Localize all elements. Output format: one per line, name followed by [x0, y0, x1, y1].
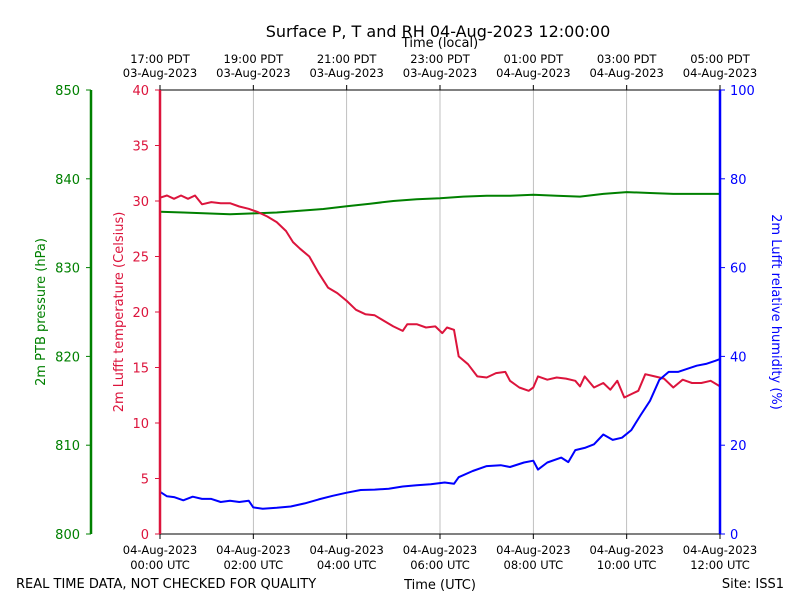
local-tick-date: 03-Aug-2023 [216, 66, 290, 80]
utc-tick-time: 06:00 UTC [410, 558, 470, 572]
utc-tick-date: 04-Aug-2023 [216, 543, 290, 557]
temperature-tick-label: 40 [132, 84, 149, 99]
temperature-tick-label: 35 [132, 140, 149, 155]
utc-tick-date: 04-Aug-2023 [496, 543, 570, 557]
local-tick-date: 03-Aug-2023 [403, 66, 477, 80]
top-axis-label: Time (local) [401, 36, 478, 51]
humidity-tick-label: 40 [730, 350, 747, 365]
local-tick-date: 04-Aug-2023 [683, 66, 757, 80]
plot-frame [89, 89, 722, 535]
utc-tick-time: 12:00 UTC [690, 558, 750, 572]
pressure-tick-label: 820 [55, 350, 80, 365]
humidity-tick-label: 80 [730, 173, 747, 188]
humidity-series-line [159, 358, 721, 510]
local-tick-time: 17:00 PDT [130, 52, 191, 66]
utc-tick-date: 04-Aug-2023 [683, 543, 757, 557]
temperature-series-line [159, 194, 721, 399]
temperature-tick-label: 30 [132, 195, 149, 210]
pressure-tick-label: 830 [55, 262, 80, 277]
pressure-tick-label: 840 [55, 173, 80, 188]
utc-tick-time: 04:00 UTC [317, 558, 377, 572]
local-tick-date: 04-Aug-2023 [589, 66, 663, 80]
temperature-tick-label: 0 [141, 528, 149, 543]
data-series [159, 191, 721, 510]
utc-tick-date: 04-Aug-2023 [309, 543, 383, 557]
utc-tick-time: 10:00 UTC [597, 558, 657, 572]
humidity-tick-label: 20 [730, 439, 747, 454]
local-tick-time: 21:00 PDT [317, 52, 378, 66]
utc-tick-date: 04-Aug-2023 [403, 543, 477, 557]
pressure-tick-label: 850 [55, 84, 80, 99]
local-tick-time: 01:00 PDT [504, 52, 565, 66]
footer-quality-note: REAL TIME DATA, NOT CHECKED FOR QUALITY [16, 577, 316, 592]
local-tick-date: 03-Aug-2023 [309, 66, 383, 80]
local-tick-time: 23:00 PDT [410, 52, 471, 66]
chart-title: Surface P, T and RH 04-Aug-2023 12:00:00 [266, 22, 611, 41]
humidity-axis-label: 2m Lufft relative humidity (%) [768, 214, 783, 410]
local-tick-time: 19:00 PDT [224, 52, 285, 66]
utc-tick-date: 04-Aug-2023 [589, 543, 663, 557]
temperature-tick-label: 15 [132, 362, 149, 377]
local-tick-time: 03:00 PDT [597, 52, 658, 66]
pressure-axis-label: 2m PTB pressure (hPa) [34, 238, 49, 386]
temperature-tick-label: 5 [141, 473, 149, 488]
local-tick-time: 05:00 PDT [690, 52, 751, 66]
utc-tick-date: 04-Aug-2023 [123, 543, 197, 557]
x-axis-label: Time (UTC) [403, 578, 476, 593]
pressure-tick-label: 800 [55, 528, 80, 543]
utc-tick-time: 08:00 UTC [504, 558, 564, 572]
temperature-tick-label: 10 [132, 417, 149, 432]
temperature-axis-label: 2m Lufft temperature (Celsius) [112, 212, 127, 413]
utc-tick-time: 02:00 UTC [224, 558, 284, 572]
gridlines [252, 90, 628, 534]
humidity-tick-label: 60 [730, 262, 747, 277]
footer-site: Site: ISS1 [722, 577, 784, 592]
humidity-tick-label: 100 [730, 84, 755, 99]
temperature-tick-label: 25 [132, 251, 149, 266]
humidity-tick-label: 0 [730, 528, 738, 543]
local-tick-date: 03-Aug-2023 [123, 66, 197, 80]
temperature-tick-label: 20 [132, 306, 149, 321]
pressure-series-line [159, 191, 720, 216]
local-tick-date: 04-Aug-2023 [496, 66, 570, 80]
pressure-tick-label: 810 [55, 439, 80, 454]
utc-tick-time: 00:00 UTC [130, 558, 190, 572]
axis-ticks: 800 810 820 830 840 850 0 5 10 15 20 25 30 35 40 0 20 40 6… [55, 52, 757, 572]
